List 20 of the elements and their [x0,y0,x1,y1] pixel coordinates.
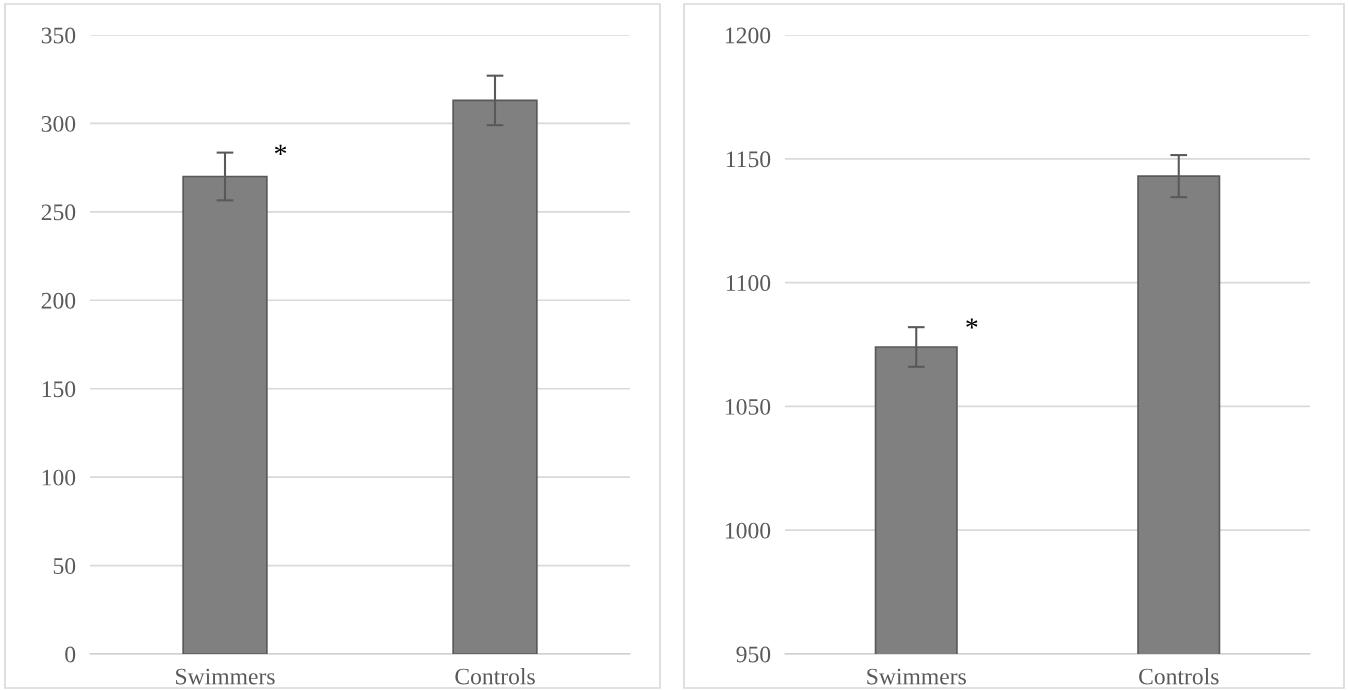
x-tick-label: Swimmers [176,668,275,685]
x-tick-label: Controls [455,667,535,685]
x-tick-label: Controls [1139,667,1219,685]
annotation: * [966,318,978,329]
y-tick-label: 350 [41,27,76,44]
y-tick-label: 200 [41,292,76,309]
annotation: * [274,144,287,155]
y-tick-label: 50 [53,558,76,574]
y-tick-label: 1050 [725,398,771,415]
y-tick-label: 100 [42,469,76,486]
y-tick-label: 1100 [726,275,771,292]
y-tick-label: 1150 [726,151,771,168]
x-tick-label: Swimmers [867,668,966,685]
y-tick-label: 150 [42,381,76,398]
y-tick-label: 250 [41,204,76,221]
y-tick-label: 0 [65,646,76,663]
y-tick-label: 1000 [725,522,771,539]
y-tick-label: 950 [736,646,771,663]
y-tick-label: 300 [41,115,76,132]
y-tick-label: 1200 [725,27,771,44]
